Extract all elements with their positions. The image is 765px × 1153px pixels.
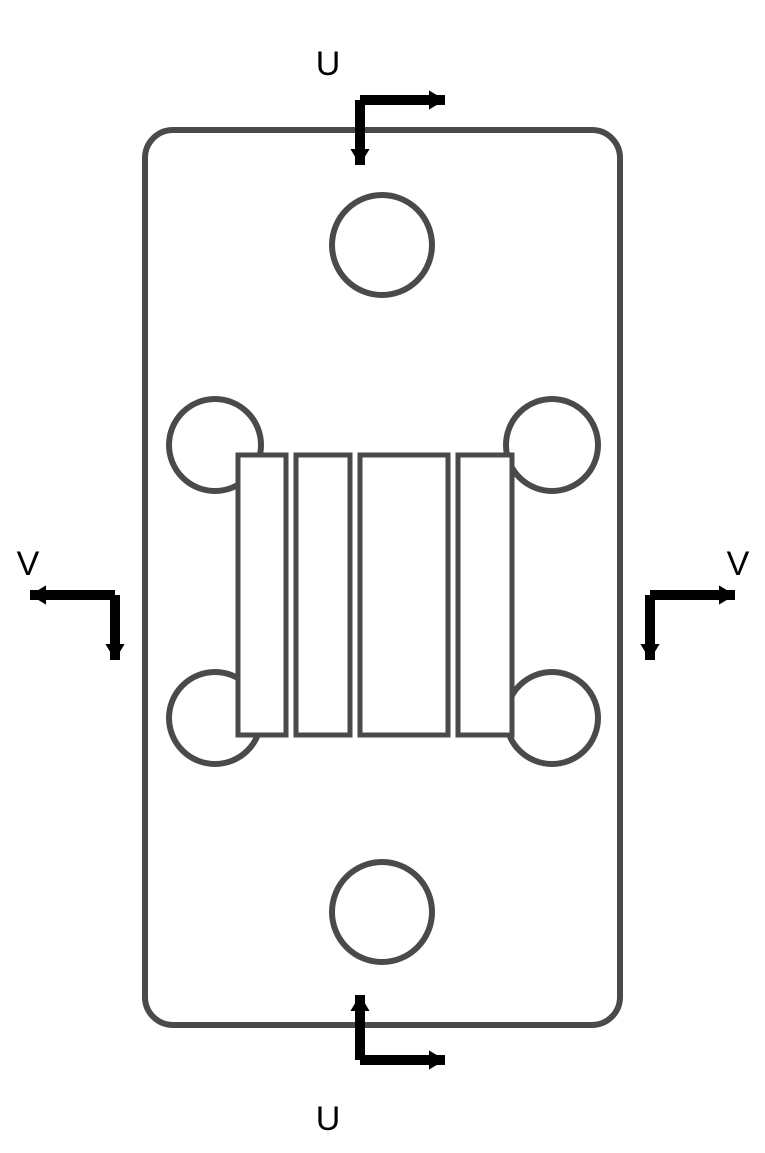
inner-rect-0 (238, 455, 286, 735)
inner-rect-3 (458, 455, 512, 735)
inner-rect-2 (360, 455, 448, 735)
technical-drawing: U U V V (0, 0, 765, 1153)
marker-label: U (316, 1100, 341, 1138)
marker-label: V (727, 545, 750, 583)
marker-label: V (17, 545, 40, 583)
marker-label: U (316, 45, 341, 83)
inner-rect-1 (296, 455, 350, 735)
